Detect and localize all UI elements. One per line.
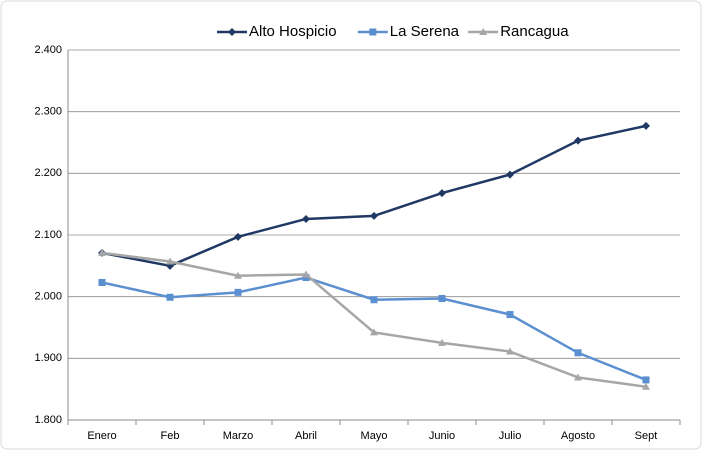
marker — [438, 295, 446, 303]
x-tick-label: Marzo — [223, 430, 254, 442]
marker — [506, 311, 514, 319]
legend: Alto Hospicio — [249, 23, 337, 40]
y-tick-label: 2.400 — [34, 44, 62, 56]
marker — [234, 271, 242, 279]
marker — [370, 296, 378, 304]
marker — [166, 257, 174, 265]
marker — [574, 349, 582, 357]
marker — [642, 376, 650, 384]
marker — [370, 328, 378, 336]
marker — [479, 28, 488, 35]
x-tick-label: Junio — [429, 430, 455, 442]
marker — [642, 121, 650, 130]
marker — [302, 270, 310, 278]
marker — [234, 232, 242, 241]
marker — [98, 248, 106, 256]
x-tick-label: Julio — [499, 430, 522, 442]
marker — [506, 170, 514, 179]
y-tick-label: 2.100 — [34, 229, 62, 241]
marker — [370, 211, 378, 220]
x-tick-label: Enero — [87, 430, 116, 442]
x-tick-label: Agosto — [561, 430, 595, 442]
legend: La Serena — [390, 23, 460, 40]
x-tick-label: Feb — [161, 430, 180, 442]
y-tick-label: 2.000 — [34, 291, 62, 303]
marker — [369, 28, 377, 36]
x-tick-label: Abril — [295, 430, 317, 442]
marker — [574, 136, 582, 145]
x-tick-label: Mayo — [361, 430, 388, 442]
marker — [302, 274, 310, 282]
y-tick-label: 2.200 — [34, 167, 62, 179]
y-tick-label: 2.300 — [34, 106, 62, 118]
y-tick-label: 1.800 — [34, 414, 62, 426]
marker — [234, 288, 242, 296]
legend: Rancagua — [500, 23, 569, 40]
marker — [574, 373, 582, 381]
marker — [98, 278, 106, 286]
marker — [228, 28, 236, 36]
marker — [642, 382, 650, 390]
marker — [506, 347, 514, 355]
marker — [166, 293, 174, 301]
x-tick-label: Sept — [635, 430, 658, 442]
y-tick-label: 1.900 — [34, 352, 62, 364]
marker — [302, 214, 310, 223]
marker — [438, 189, 446, 198]
marker — [438, 338, 446, 346]
